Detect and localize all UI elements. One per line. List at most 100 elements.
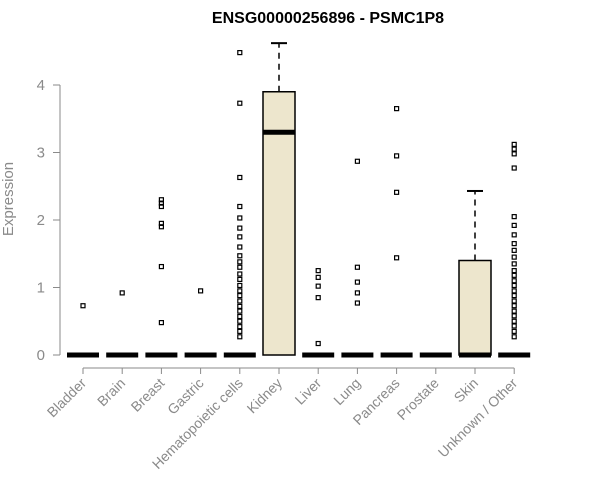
outlier-point bbox=[237, 225, 243, 231]
outlier-point bbox=[511, 318, 517, 324]
outlier-point bbox=[237, 328, 243, 334]
outlier-point bbox=[315, 283, 321, 289]
box-group bbox=[380, 106, 413, 358]
outlier-point bbox=[315, 268, 321, 274]
outlier-point bbox=[198, 288, 204, 294]
box-group bbox=[341, 158, 374, 358]
x-tick-label: Breast bbox=[128, 375, 168, 415]
outlier-point bbox=[511, 165, 517, 171]
x-tick-label: Skin bbox=[451, 375, 482, 406]
outlier-point bbox=[237, 282, 243, 289]
x-tick-label: Brain bbox=[94, 375, 128, 409]
chart-title: ENSG00000256896 - PSMC1P8 bbox=[212, 10, 444, 27]
box-group bbox=[67, 303, 99, 358]
outlier-point bbox=[315, 274, 321, 280]
outlier-point bbox=[354, 264, 360, 270]
outlier-point bbox=[394, 255, 400, 261]
outlier-point bbox=[237, 293, 243, 299]
x-tick-label: Lung bbox=[330, 375, 363, 408]
outlier-point bbox=[237, 288, 243, 294]
y-tick-label: 4 bbox=[37, 77, 45, 94]
y-axis-label: Expression bbox=[0, 162, 17, 236]
outlier-point bbox=[237, 253, 243, 259]
outlier-point bbox=[158, 224, 164, 230]
outlier-point bbox=[237, 303, 243, 309]
outlier-point bbox=[354, 300, 360, 306]
outlier-point bbox=[237, 203, 243, 210]
outlier-point bbox=[237, 308, 243, 314]
y-tick-label: 0 bbox=[37, 347, 45, 364]
outlier-point bbox=[237, 298, 243, 304]
outlier-point bbox=[511, 334, 517, 340]
outlier-point bbox=[394, 189, 400, 195]
box-group bbox=[262, 42, 296, 356]
outlier-point bbox=[511, 303, 517, 309]
outlier-point bbox=[511, 261, 517, 267]
outlier-point bbox=[158, 263, 164, 270]
outlier-point bbox=[237, 100, 243, 106]
outlier-point bbox=[511, 313, 517, 319]
outlier-point bbox=[511, 254, 517, 260]
outlier-point bbox=[315, 340, 321, 347]
outlier-point bbox=[237, 49, 243, 56]
outlier-point bbox=[237, 324, 243, 330]
plot-area bbox=[67, 42, 531, 358]
y-tick-label: 1 bbox=[37, 280, 45, 297]
outlier-point bbox=[237, 215, 243, 221]
outlier-point bbox=[158, 203, 164, 210]
outlier-point bbox=[237, 276, 243, 282]
outlier-point bbox=[394, 106, 400, 112]
box-group bbox=[223, 49, 256, 358]
outlier-point bbox=[237, 313, 243, 320]
y-tick-label: 3 bbox=[37, 145, 45, 162]
outlier-point bbox=[511, 214, 517, 220]
box-iqr bbox=[262, 91, 296, 356]
outlier-point bbox=[511, 288, 517, 294]
box-group bbox=[106, 290, 139, 358]
outlier-point bbox=[511, 222, 517, 228]
outlier-point bbox=[237, 334, 243, 340]
outlier-point bbox=[511, 272, 517, 278]
outlier-point bbox=[80, 303, 86, 309]
box-group bbox=[458, 189, 492, 358]
outlier-point bbox=[237, 271, 243, 277]
outlier-point bbox=[119, 290, 125, 296]
outlier-point bbox=[158, 320, 164, 326]
outlier-point bbox=[511, 241, 517, 247]
outlier-point bbox=[354, 290, 360, 296]
outlier-point bbox=[511, 232, 517, 238]
box-group bbox=[145, 197, 178, 358]
outlier-point bbox=[511, 247, 517, 253]
outlier-point bbox=[511, 151, 517, 157]
outlier-point bbox=[511, 293, 517, 299]
outlier-point bbox=[158, 200, 164, 206]
outlier-point bbox=[315, 295, 321, 301]
outlier-point bbox=[511, 298, 517, 304]
outlier-point bbox=[237, 244, 243, 250]
box-group bbox=[302, 268, 335, 358]
outlier-point bbox=[511, 278, 517, 284]
outlier-point bbox=[158, 197, 164, 203]
outlier-point bbox=[394, 153, 400, 159]
y-tick-label: 2 bbox=[37, 212, 45, 229]
outlier-point bbox=[237, 259, 243, 265]
outlier-point bbox=[511, 268, 517, 274]
outlier-point bbox=[158, 220, 164, 226]
outlier-point bbox=[511, 323, 517, 329]
outlier-point bbox=[237, 264, 243, 270]
box-group bbox=[184, 288, 217, 358]
outlier-point bbox=[237, 234, 243, 240]
y-axis: 0 1 2 3 4 bbox=[37, 77, 61, 364]
outlier-point bbox=[354, 279, 360, 285]
outlier-point bbox=[511, 146, 517, 152]
outlier-point bbox=[511, 308, 517, 314]
x-tick-label: Kidney bbox=[244, 375, 286, 417]
box-group bbox=[498, 141, 531, 358]
outlier-point bbox=[237, 318, 243, 324]
outlier-point bbox=[511, 282, 517, 289]
outlier-point bbox=[511, 328, 517, 334]
outlier-point bbox=[237, 174, 243, 181]
outlier-point bbox=[511, 141, 517, 147]
x-tick-label: Liver bbox=[292, 375, 325, 408]
